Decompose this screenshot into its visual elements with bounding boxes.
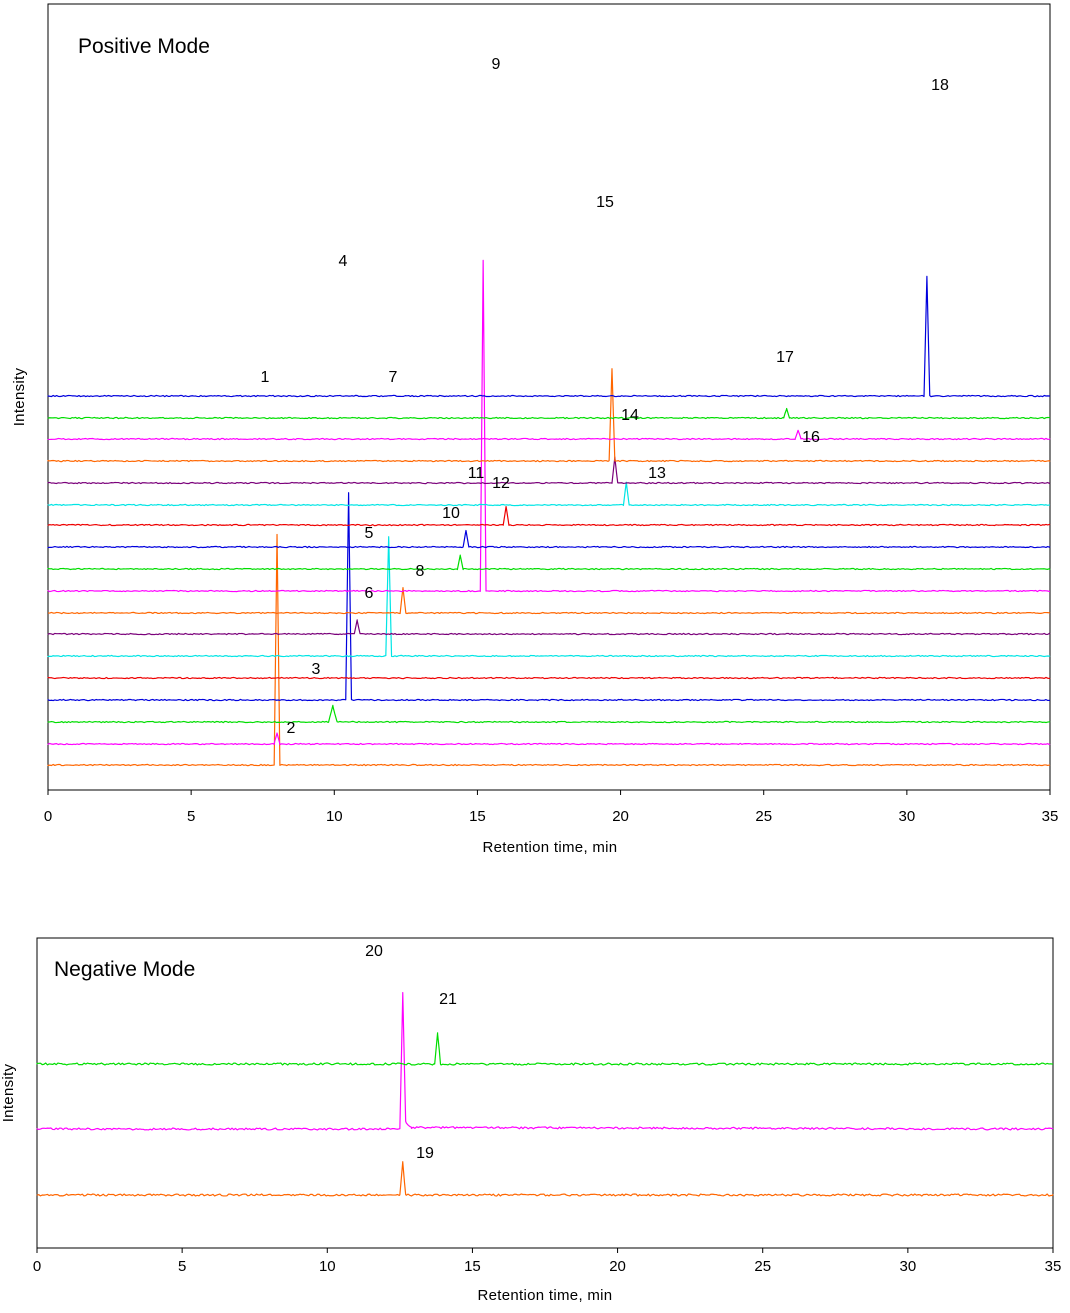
trace-line — [36, 1161, 1054, 1197]
trace-line — [47, 481, 1051, 507]
positive-mode-chart: Positive Mode Intensity Retention time, … — [11, 3, 1059, 856]
peak-label: 12 — [492, 475, 510, 492]
traces — [36, 992, 1054, 1197]
x-tick-label: 30 — [899, 808, 916, 825]
peak-label: 19 — [416, 1145, 434, 1162]
y-axis-label: Intensity — [11, 368, 28, 427]
peak-label: 15 — [596, 194, 614, 211]
peak-label: 17 — [776, 349, 794, 366]
plot-frame — [36, 937, 1054, 1249]
trace-line — [47, 587, 1051, 615]
x-tick-label: 0 — [33, 1258, 41, 1275]
x-tick-label: 0 — [44, 808, 52, 825]
trace-line — [47, 456, 1051, 485]
peak-label: 7 — [389, 369, 398, 386]
peak-label: 13 — [648, 465, 666, 482]
peak-label: 6 — [365, 585, 374, 602]
peak-label: 2 — [287, 720, 296, 737]
trace-line — [36, 992, 1054, 1131]
peak-label: 16 — [802, 429, 820, 446]
traces — [47, 259, 1051, 767]
trace-line — [47, 732, 1051, 746]
x-tick-label: 25 — [754, 1258, 771, 1275]
peak-label: 11 — [468, 465, 485, 482]
x-tick-label: 20 — [609, 1258, 626, 1275]
x-tick-label: 35 — [1042, 808, 1059, 825]
peak-label: 21 — [439, 991, 457, 1008]
peak-label: 9 — [492, 56, 501, 73]
peak-label: 10 — [442, 505, 460, 522]
x-axis-ticks: 0 5 10 15 20 25 30 35 — [33, 1248, 1062, 1275]
plot-frame — [47, 3, 1051, 791]
x-tick-label: 20 — [612, 808, 629, 825]
peak-label: 5 — [365, 525, 374, 542]
trace-line — [47, 259, 1051, 593]
peak-labels: 19 20 21 — [365, 943, 457, 1162]
y-axis-label: Intensity — [0, 1064, 17, 1123]
trace-line — [47, 407, 1051, 420]
x-tick-label: 15 — [469, 808, 486, 825]
x-axis-ticks: 0 5 10 15 20 25 30 35 — [44, 790, 1059, 825]
peak-label: 18 — [931, 77, 949, 94]
trace-line — [36, 1032, 1054, 1066]
negative-mode-chart: Negative Mode Intensity Retention time, … — [0, 937, 1062, 1304]
peak-label: 20 — [365, 943, 383, 960]
x-axis-label: Retention time, min — [483, 839, 618, 856]
trace-line — [47, 492, 1051, 702]
peak-label: 14 — [621, 407, 639, 424]
trace-line — [47, 704, 1051, 724]
x-tick-label: 10 — [319, 1258, 336, 1275]
trace-line — [47, 275, 1051, 398]
x-tick-label: 25 — [755, 808, 772, 825]
trace-line — [47, 368, 1051, 463]
x-axis-label: Retention time, min — [478, 1287, 613, 1304]
x-tick-label: 10 — [326, 808, 343, 825]
trace-line — [47, 505, 1051, 527]
x-tick-label: 5 — [187, 808, 195, 825]
trace-line — [47, 554, 1051, 571]
x-tick-label: 35 — [1045, 1258, 1062, 1275]
x-tick-label: 30 — [900, 1258, 917, 1275]
trace-line — [47, 529, 1051, 549]
peak-label: 1 — [261, 369, 270, 386]
panel-title: Negative Mode — [54, 958, 195, 981]
peak-label: 3 — [312, 661, 321, 678]
x-tick-label: 5 — [178, 1258, 186, 1275]
trace-line — [47, 536, 1051, 658]
trace-line — [47, 533, 1051, 767]
x-tick-label: 15 — [464, 1258, 481, 1275]
trace-line — [47, 429, 1051, 441]
trace-line — [47, 676, 1051, 680]
trace-line — [47, 619, 1051, 636]
panel-title: Positive Mode — [78, 35, 210, 58]
peak-label: 8 — [416, 563, 425, 580]
peak-label: 4 — [339, 253, 348, 270]
